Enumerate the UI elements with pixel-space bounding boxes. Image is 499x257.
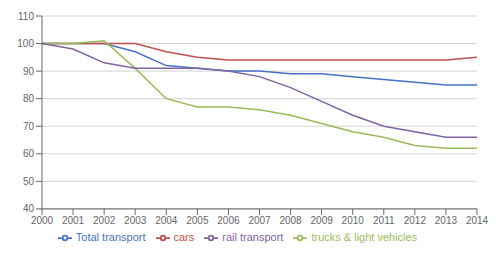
svg-text:110: 110	[18, 11, 34, 22]
svg-text:70: 70	[23, 121, 35, 132]
svg-text:2006: 2006	[217, 215, 240, 226]
svg-text:2010: 2010	[342, 215, 365, 226]
svg-text:80: 80	[23, 93, 35, 104]
svg-text:50: 50	[23, 176, 35, 187]
html-text:Total transport: Total transport	[75, 230, 146, 243]
svg-text:2012: 2012	[404, 215, 427, 226]
svg-text:2007: 2007	[248, 215, 271, 226]
svg-text:2000: 2000	[31, 215, 54, 226]
svg-text:40: 40	[23, 203, 35, 214]
html-text:cars: cars	[173, 230, 195, 243]
html-text:rail transport: rail transport	[222, 230, 284, 243]
svg-text:2004: 2004	[155, 215, 178, 226]
svg-text:2009: 2009	[311, 215, 334, 226]
svg-text:2003: 2003	[124, 215, 147, 226]
svg-text:2001: 2001	[62, 215, 85, 226]
svg-text:2014: 2014	[466, 215, 489, 226]
html-text:trucks & light vehicles: trucks & light vehicles	[311, 230, 418, 243]
svg-text:2005: 2005	[186, 215, 209, 226]
svg-text:90: 90	[23, 66, 35, 77]
svg-text:60: 60	[23, 148, 35, 159]
svg-text:2013: 2013	[435, 215, 458, 226]
svg-text:100: 100	[17, 38, 34, 49]
svg-text:2002: 2002	[93, 215, 116, 226]
svg-text:2008: 2008	[279, 215, 302, 226]
svg-text:2011: 2011	[373, 215, 395, 226]
